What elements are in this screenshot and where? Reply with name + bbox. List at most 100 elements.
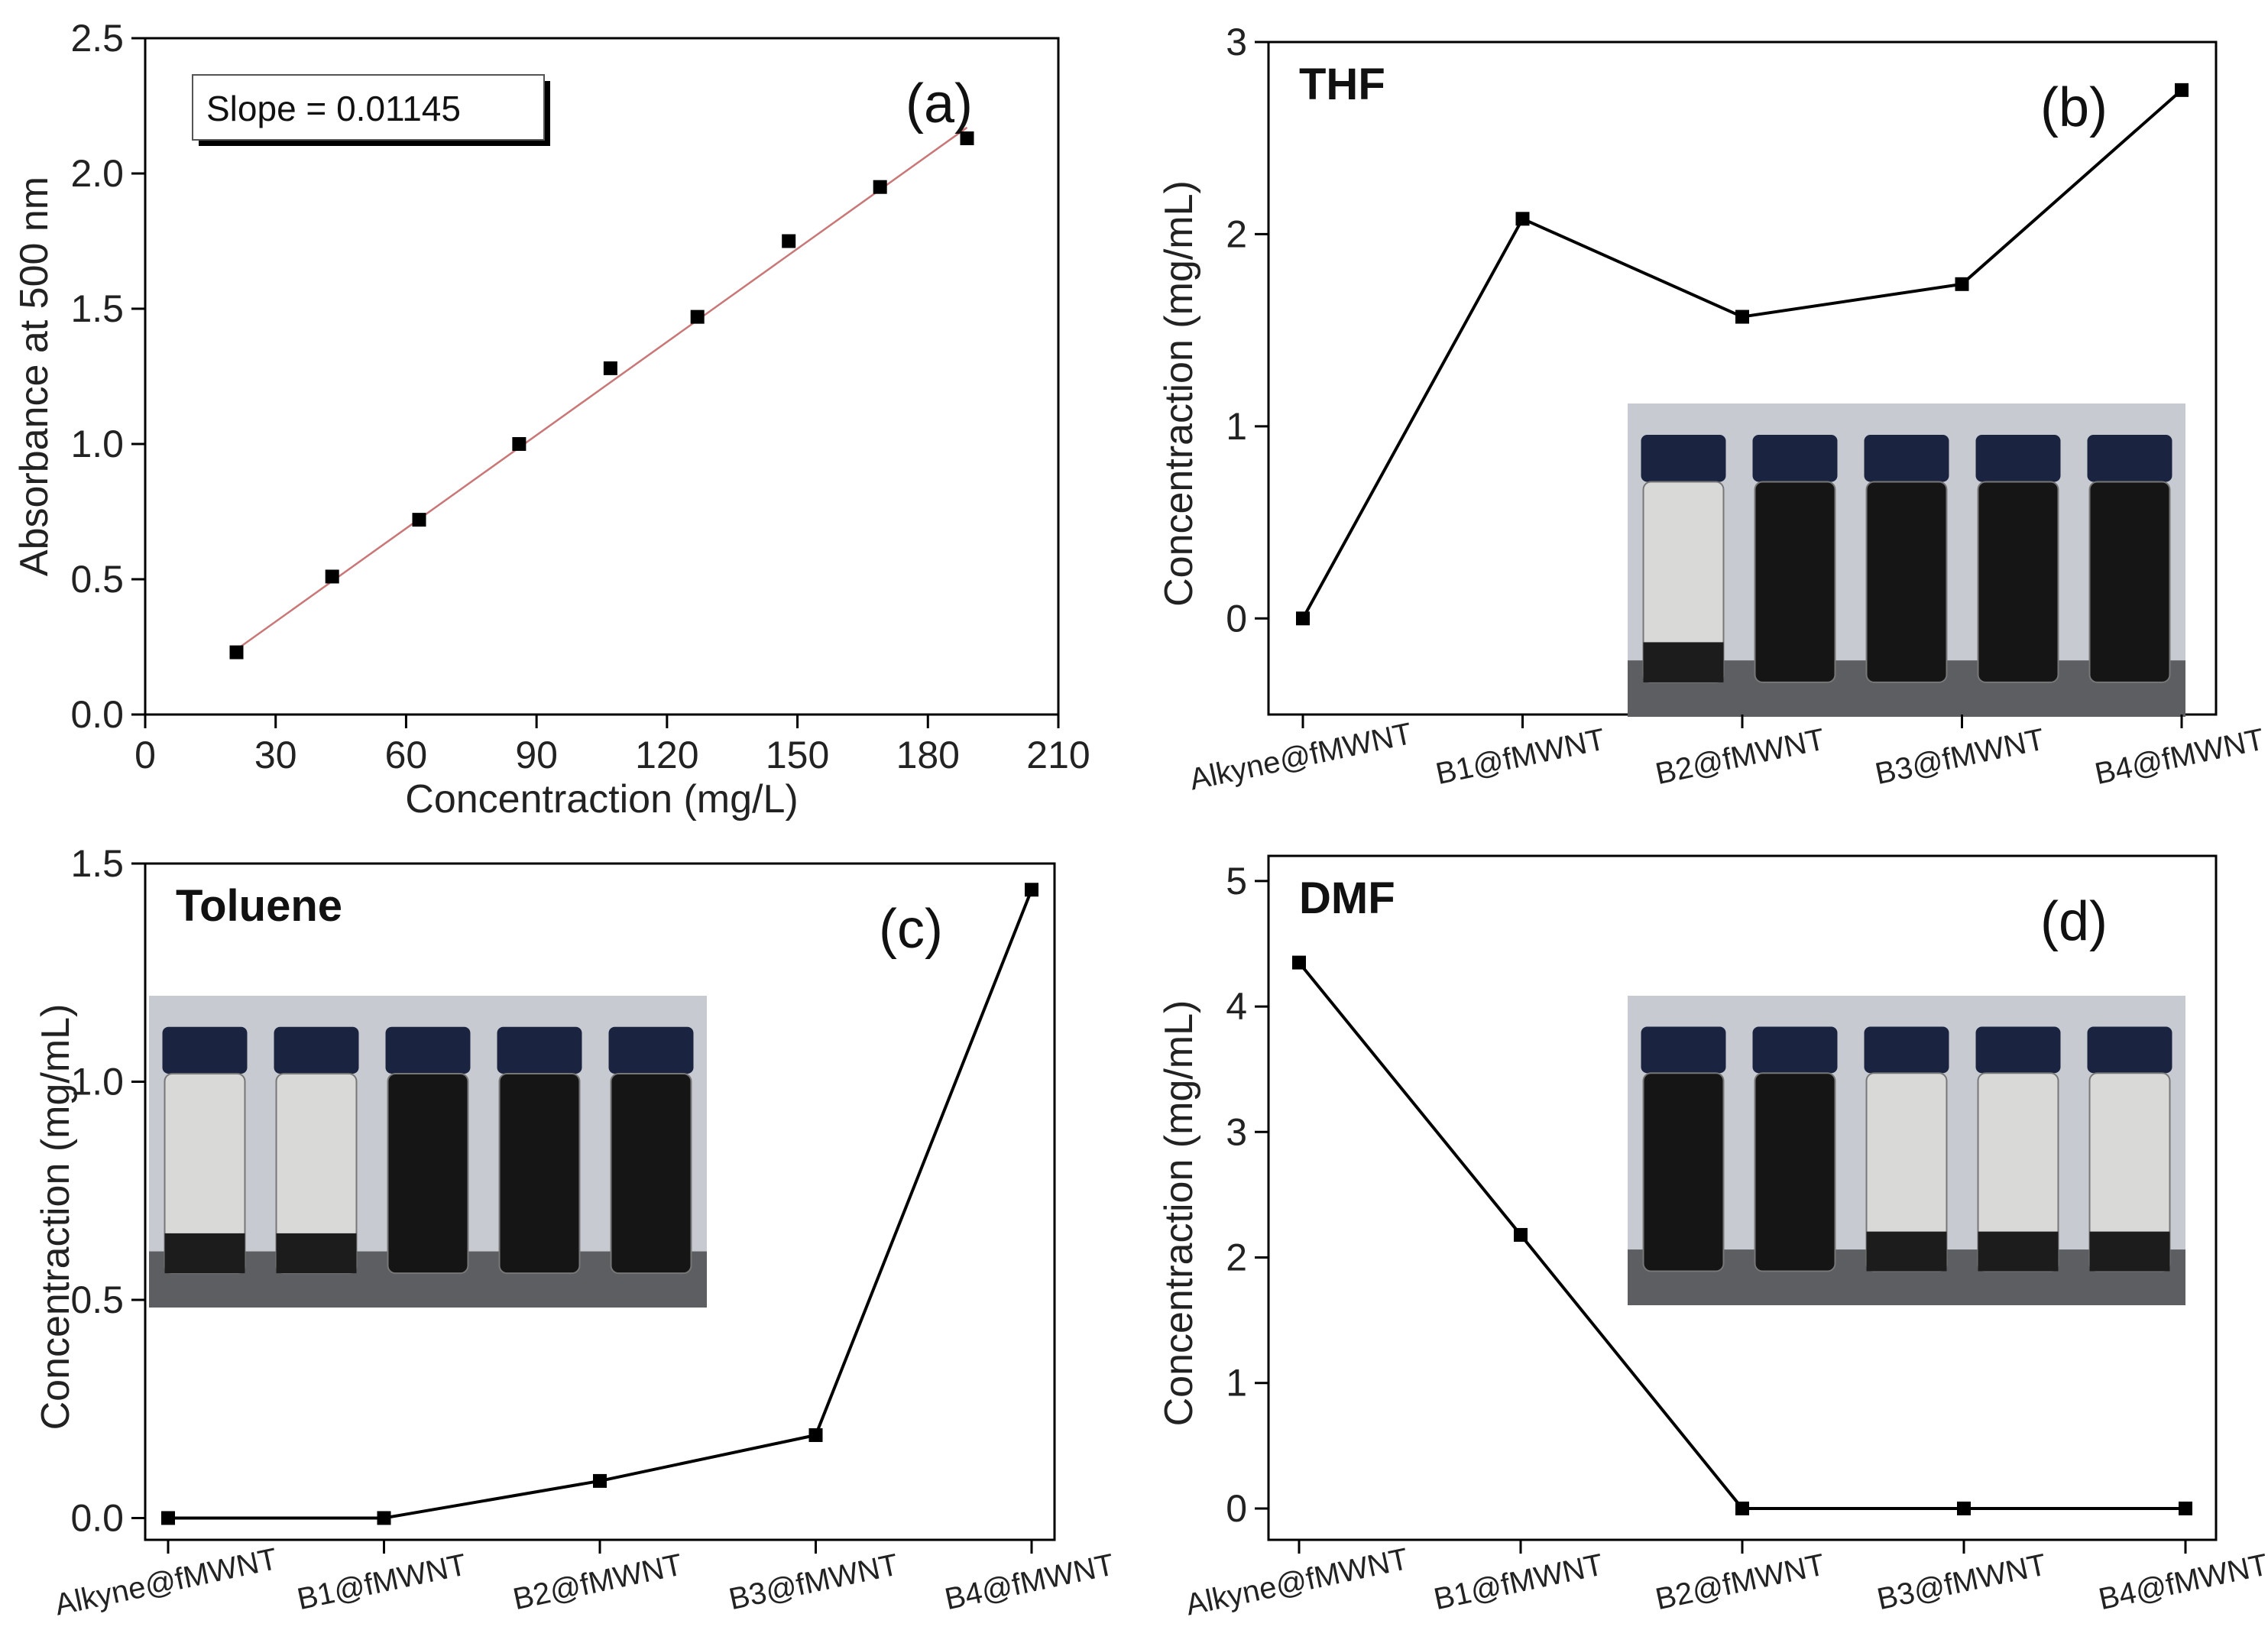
y-tick-label: 2 xyxy=(1226,212,1247,255)
panel-label: (d) xyxy=(2040,891,2108,952)
data-point xyxy=(229,645,244,659)
y-tick-label: 3 xyxy=(1226,21,1247,63)
y-tick-label: 4 xyxy=(1226,985,1247,1028)
data-point xyxy=(1735,1501,1749,1515)
data-point xyxy=(782,234,796,248)
vial-cap xyxy=(1975,435,2061,482)
vial-cap xyxy=(497,1026,582,1074)
vial-cap xyxy=(1864,435,1949,482)
x-category-label: B4@fMWNT xyxy=(2096,1547,2268,1616)
vial-sediment xyxy=(1643,642,1724,682)
vial-body xyxy=(1754,1072,1836,1272)
data-point xyxy=(1515,212,1530,226)
data-point xyxy=(593,1473,607,1488)
vial-cap xyxy=(1641,435,1726,482)
data-point xyxy=(325,569,339,584)
x-axis-title: Concentraction (mg/L) xyxy=(405,777,798,822)
y-tick-label: 2 xyxy=(1226,1236,1247,1279)
data-point xyxy=(690,309,705,324)
vial-body xyxy=(1754,481,1836,683)
y-tick-label: 5 xyxy=(1226,860,1247,903)
data-point xyxy=(603,361,617,375)
vial-body xyxy=(1642,481,1725,683)
solvent-label: Toluene xyxy=(176,881,342,931)
x-category-label: B3@fMWNT xyxy=(726,1547,901,1616)
x-category-label: B4@fMWNT xyxy=(2092,722,2267,791)
data-point xyxy=(1292,955,1306,970)
x-category-label: Alkyne@fMWNT xyxy=(1183,1542,1411,1622)
x-tick-label: 60 xyxy=(385,734,428,776)
fit-line xyxy=(235,126,968,651)
vial-cap xyxy=(608,1026,694,1074)
y-axis-title: Concentraction (mg/mL) xyxy=(34,1004,78,1431)
vial-cap xyxy=(1975,1026,2061,1074)
data-point xyxy=(960,131,974,145)
x-category-label: Alkyne@fMWNT xyxy=(52,1542,280,1622)
data-point xyxy=(412,513,426,527)
y-tick-label: 1.5 xyxy=(70,287,124,330)
y-axis-title: Concentraction (mg/mL) xyxy=(1157,1000,1201,1427)
y-tick-label: 1.0 xyxy=(70,1060,124,1103)
vial-body xyxy=(1642,1072,1725,1272)
vial-body xyxy=(2088,481,2171,683)
vial-body xyxy=(1865,481,1948,683)
data-point xyxy=(873,180,887,194)
vial-sediment xyxy=(1978,1231,2059,1272)
panel-label: (b) xyxy=(2040,77,2108,138)
y-tick-label: 1 xyxy=(1226,405,1247,448)
vial-sediment xyxy=(2089,1231,2170,1272)
panel-label: (c) xyxy=(879,899,943,960)
data-point xyxy=(1957,1501,1971,1515)
x-category-label: B1@fMWNT xyxy=(294,1547,469,1616)
vial-cap xyxy=(1752,1026,1838,1074)
x-tick-label: 30 xyxy=(254,734,297,776)
data-point xyxy=(512,437,526,451)
x-category-label: Alkyne@fMWNT xyxy=(1187,717,1415,797)
x-category-label: B4@fMWNT xyxy=(942,1547,1117,1616)
y-tick-label: 1.0 xyxy=(70,423,124,465)
x-tick-label: 90 xyxy=(515,734,558,776)
x-category-label: B2@fMWNT xyxy=(1653,1547,1828,1616)
vial-cap xyxy=(162,1026,248,1074)
y-tick-label: 3 xyxy=(1226,1110,1247,1153)
data-point xyxy=(1735,309,1749,324)
y-tick-label: 2.0 xyxy=(70,152,124,195)
data-point xyxy=(808,1427,823,1442)
vial-sediment xyxy=(1866,1231,1947,1272)
panel-label: (a) xyxy=(906,73,973,134)
vial-cap xyxy=(2087,1026,2172,1074)
vial-cap xyxy=(1752,435,1838,482)
data-point xyxy=(1514,1227,1528,1242)
vial-cap xyxy=(2087,435,2172,482)
x-tick-label: 180 xyxy=(896,734,960,776)
panel-a-frame xyxy=(144,37,1060,716)
vial-cap xyxy=(1864,1026,1949,1074)
vial-body xyxy=(610,1073,692,1275)
y-tick-label: 1 xyxy=(1226,1362,1247,1405)
y-tick-label: 0 xyxy=(1226,1487,1247,1530)
vial-body xyxy=(387,1073,469,1275)
inset-photo-3 xyxy=(1628,996,2185,1305)
inset-photo-2 xyxy=(149,996,707,1308)
x-tick-label: 150 xyxy=(766,734,829,776)
y-tick-label: 0 xyxy=(1226,597,1247,640)
x-tick-label: 210 xyxy=(1026,734,1090,776)
x-category-label: B3@fMWNT xyxy=(1872,722,2047,791)
x-tick-label: 0 xyxy=(134,734,156,776)
y-tick-label: 2.5 xyxy=(70,17,124,60)
y-tick-label: 0.5 xyxy=(70,558,124,601)
vial-sediment xyxy=(276,1233,357,1274)
vial-cap xyxy=(385,1026,471,1074)
solvent-label: DMF xyxy=(1299,873,1395,923)
vial-body xyxy=(498,1073,581,1275)
data-point xyxy=(377,1511,391,1525)
y-tick-label: 0.5 xyxy=(70,1278,124,1321)
vial-sediment xyxy=(164,1233,245,1274)
data-point xyxy=(1296,611,1310,626)
y-tick-label: 0.0 xyxy=(70,693,124,736)
y-tick-label: 0.0 xyxy=(70,1496,124,1539)
data-point xyxy=(161,1511,175,1525)
x-tick-label: 120 xyxy=(635,734,698,776)
data-point xyxy=(1025,883,1038,897)
